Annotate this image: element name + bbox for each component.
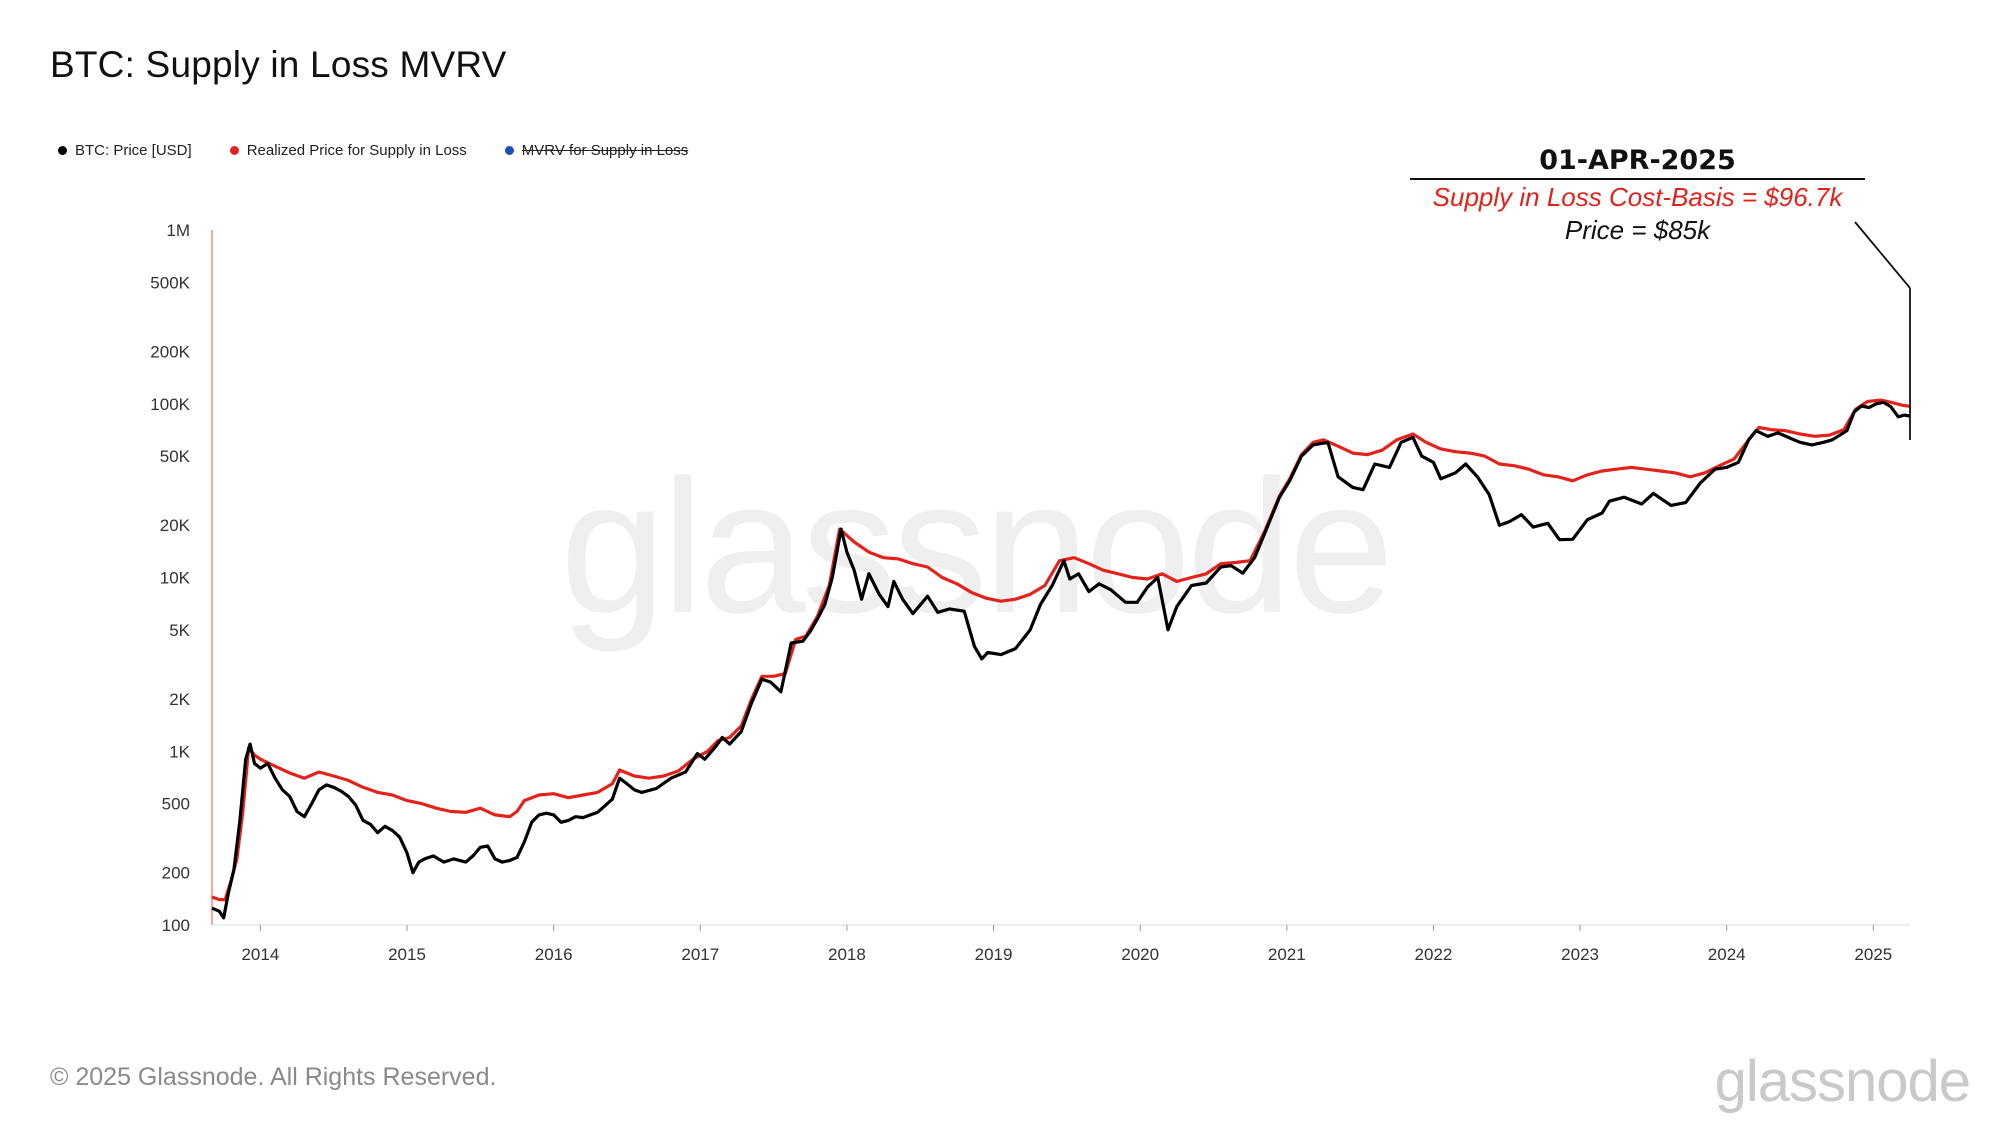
x-tick-label: 2015 [388,945,426,964]
x-tick-label: 2020 [1121,945,1159,964]
y-tick-label: 2K [169,690,190,709]
y-tick-label: 5K [169,621,190,640]
page-title: BTC: Supply in Loss MVRV [50,44,507,85]
legend-dot-icon [229,146,239,155]
legend: BTC: Price [USD] Realized Price for Supp… [58,142,688,159]
series-btc-price-line [211,400,1911,920]
x-tick-label: 2018 [828,945,866,964]
annotation-price: Price = $85k [1564,215,1711,245]
annotation-pointer [1854,221,1911,440]
x-tick-label: 2019 [975,945,1013,964]
brand-logo: glassnode [1714,1049,1971,1114]
x-tick-label: 2023 [1561,945,1599,964]
y-tick-label: 1M [166,221,190,240]
annotation-date: 01-APR-2025 [1410,145,1865,180]
y-tick-label: 100 [162,916,190,935]
chart-series [211,398,1911,920]
y-tick-label: 10K [160,569,191,588]
x-tick-label: 2016 [535,945,573,964]
y-tick-label: 20K [160,516,191,535]
x-tick-label: 2017 [681,945,719,964]
x-tick-label: 2022 [1415,945,1453,964]
y-tick-label: 200K [150,342,190,361]
y-tick-label: 1K [169,742,190,761]
legend-item-btc-price[interactable]: BTC: Price [USD] [58,142,192,159]
annotation-leader-line [1854,221,1911,289]
legend-dot-icon [58,146,67,155]
legend-label: MVRV for Supply in Loss [521,142,689,159]
legend-item-realized-price[interactable]: Realized Price for Supply in Loss [229,142,467,159]
y-tick-label: 50K [160,447,191,466]
y-axis: 100 200 500 1K 2K 5K 10K 20K 50K 100K 200K 500K 1M [150,221,213,935]
copyright-footer: © 2025 Glassnode. All Rights Reserved. [50,1063,497,1091]
x-tick-label: 2014 [241,945,279,964]
y-tick-label: 500K [150,273,190,292]
annotation-cost-basis: Supply in Loss Cost-Basis = $96.7k [1432,182,1843,212]
x-axis: 2014 2015 2016 2017 2018 2019 2020 2021 2022 2023… [212,924,1910,964]
x-tick-label: 2021 [1268,945,1306,964]
y-tick-label: 500 [162,795,190,814]
annotation-box: 01-APR-2025 Supply in Loss Cost-Basis = … [1410,145,1865,246]
y-tick-label: 200 [162,864,190,883]
x-tick-label: 2025 [1854,945,1892,964]
legend-label: Realized Price for Supply in Loss [246,142,467,159]
legend-dot-icon [504,146,514,155]
x-tick-label: 2024 [1708,945,1746,964]
legend-label: BTC: Price [USD] [75,142,192,159]
legend-item-mvrv[interactable]: MVRV for Supply in Loss [504,142,689,159]
y-tick-label: 100K [150,395,190,414]
series-realized-price-line [211,398,1911,902]
